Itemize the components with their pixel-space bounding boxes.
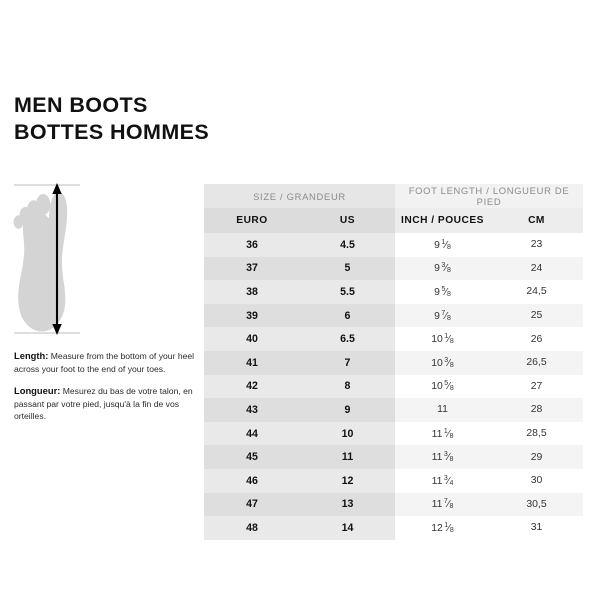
toe-fifth bbox=[13, 215, 24, 229]
cell-us: 7 bbox=[300, 350, 395, 375]
cell-cm: 30,5 bbox=[490, 492, 583, 517]
cell-euro: 37 bbox=[204, 256, 300, 281]
cell-us: 5.5 bbox=[300, 280, 395, 304]
measurement-instructions: Length: Measure from the bottom of your … bbox=[14, 350, 199, 423]
cell-inch: 9 3⁄8 bbox=[395, 256, 490, 281]
column-header-cm: CM bbox=[490, 208, 583, 233]
column-header-inch: INCH / POUCES bbox=[395, 208, 490, 233]
cell-cm: 26,5 bbox=[490, 350, 583, 375]
cell-us: 5 bbox=[300, 256, 395, 281]
arrow-head-top bbox=[52, 183, 62, 194]
table-row: 42 8 10 5⁄8 27 bbox=[204, 374, 583, 399]
table-row: 48 14 12 1⁄8 31 bbox=[204, 516, 583, 540]
footprint-icon bbox=[13, 183, 80, 335]
cell-euro: 40 bbox=[204, 327, 300, 351]
cell-cm: 30 bbox=[490, 468, 583, 493]
cell-euro: 39 bbox=[204, 303, 300, 328]
cell-cm: 26 bbox=[490, 327, 583, 351]
cell-cm: 29 bbox=[490, 445, 583, 469]
table-row: 45 11 11 3⁄8 29 bbox=[204, 445, 583, 469]
cell-inch: 11 7⁄8 bbox=[395, 492, 490, 517]
cell-inch: 11 3⁄4 bbox=[395, 468, 490, 493]
table-row: 38 5.5 9 5⁄8 24,5 bbox=[204, 280, 583, 304]
cell-euro: 41 bbox=[204, 350, 300, 375]
cell-inch: 9 7⁄8 bbox=[395, 303, 490, 328]
cell-us: 13 bbox=[300, 492, 395, 517]
length-measurement-arrow bbox=[52, 183, 62, 335]
table-row: 46 12 11 3⁄4 30 bbox=[204, 468, 583, 493]
table-row: 44 10 11 1⁄8 28,5 bbox=[204, 421, 583, 446]
cell-us: 9 bbox=[300, 398, 395, 422]
cell-us: 12 bbox=[300, 468, 395, 493]
table-row: 36 4.5 9 1⁄8 23 bbox=[204, 233, 583, 257]
cell-cm: 23 bbox=[490, 233, 583, 257]
cell-cm: 31 bbox=[490, 516, 583, 540]
cell-us: 8 bbox=[300, 374, 395, 399]
cell-inch: 11 1⁄8 bbox=[395, 421, 490, 446]
cell-cm: 24,5 bbox=[490, 280, 583, 304]
page-title-en: MEN BOOTS bbox=[14, 93, 148, 117]
page-title-fr: BOTTES HOMMES bbox=[14, 120, 210, 144]
table-row: 41 7 10 3⁄8 26,5 bbox=[204, 350, 583, 375]
cell-inch: 12 1⁄8 bbox=[395, 516, 490, 540]
cell-inch: 9 1⁄8 bbox=[395, 233, 490, 257]
cell-us: 10 bbox=[300, 421, 395, 446]
instruction-fr-label: Longueur: bbox=[14, 385, 61, 397]
table-column-header-row: EURO US INCH / POUCES CM bbox=[204, 208, 583, 233]
arrow-head-bottom bbox=[52, 324, 62, 335]
table-group-header-row: SIZE / GRANDEUR FOOT LENGTH / LONGUEUR D… bbox=[204, 184, 583, 208]
foot-silhouette bbox=[13, 191, 68, 332]
instruction-en: Length: Measure from the bottom of your … bbox=[14, 350, 199, 375]
cell-cm: 28 bbox=[490, 398, 583, 422]
cell-cm: 27 bbox=[490, 374, 583, 399]
size-chart-table: SIZE / GRANDEUR FOOT LENGTH / LONGUEUR D… bbox=[204, 184, 583, 540]
cell-inch: 11 3⁄8 bbox=[395, 445, 490, 469]
cell-euro: 36 bbox=[204, 233, 300, 257]
column-header-euro: EURO bbox=[204, 208, 300, 233]
table-row: 40 6.5 10 1⁄8 26 bbox=[204, 327, 583, 351]
cell-inch: 9 5⁄8 bbox=[395, 280, 490, 304]
table-row: 37 5 9 3⁄8 24 bbox=[204, 256, 583, 281]
cell-cm: 25 bbox=[490, 303, 583, 328]
foot-measurement-diagram bbox=[10, 178, 200, 343]
cell-euro: 46 bbox=[204, 468, 300, 493]
instruction-en-text: Measure from the bottom of your heel acr… bbox=[14, 351, 195, 374]
cell-cm: 24 bbox=[490, 256, 583, 281]
group-header-size: SIZE / GRANDEUR bbox=[204, 184, 395, 208]
cell-cm: 28,5 bbox=[490, 421, 583, 446]
instruction-fr: Longueur: Mesurez du bas de votre talon,… bbox=[14, 385, 199, 423]
instruction-en-label: Length: bbox=[14, 350, 49, 361]
cell-euro: 45 bbox=[204, 445, 300, 469]
cell-inch: 11 bbox=[395, 398, 490, 422]
table-row: 43 9 11 28 bbox=[204, 398, 583, 422]
cell-inch: 10 5⁄8 bbox=[395, 374, 490, 399]
cell-euro: 48 bbox=[204, 516, 300, 540]
cell-euro: 43 bbox=[204, 398, 300, 422]
group-header-foot-length: FOOT LENGTH / LONGUEUR DE PIED bbox=[395, 184, 583, 208]
table-row: 47 13 11 7⁄8 30,5 bbox=[204, 492, 583, 517]
instruction-fr-text: Mesurez du bas de votre talon, en passan… bbox=[14, 386, 193, 422]
cell-us: 4.5 bbox=[300, 233, 395, 257]
cell-inch: 10 1⁄8 bbox=[395, 327, 490, 351]
column-header-us: US bbox=[300, 208, 395, 233]
cell-us: 14 bbox=[300, 516, 395, 540]
cell-euro: 47 bbox=[204, 492, 300, 517]
cell-euro: 42 bbox=[204, 374, 300, 399]
cell-us: 6.5 bbox=[300, 327, 395, 351]
page-title-group: MEN BOOTS BOTTES HOMMES bbox=[14, 92, 434, 146]
cell-inch: 10 3⁄8 bbox=[395, 350, 490, 375]
cell-us: 6 bbox=[300, 303, 395, 328]
cell-us: 11 bbox=[300, 445, 395, 469]
cell-euro: 38 bbox=[204, 280, 300, 304]
table-body: 36 4.5 9 1⁄8 23 37 5 9 3⁄8 24 38 5.5 9 5⁄8 24,5 39 6 9 7⁄8… bbox=[204, 233, 583, 540]
table-row: 39 6 9 7⁄8 25 bbox=[204, 303, 583, 328]
cell-euro: 44 bbox=[204, 421, 300, 446]
